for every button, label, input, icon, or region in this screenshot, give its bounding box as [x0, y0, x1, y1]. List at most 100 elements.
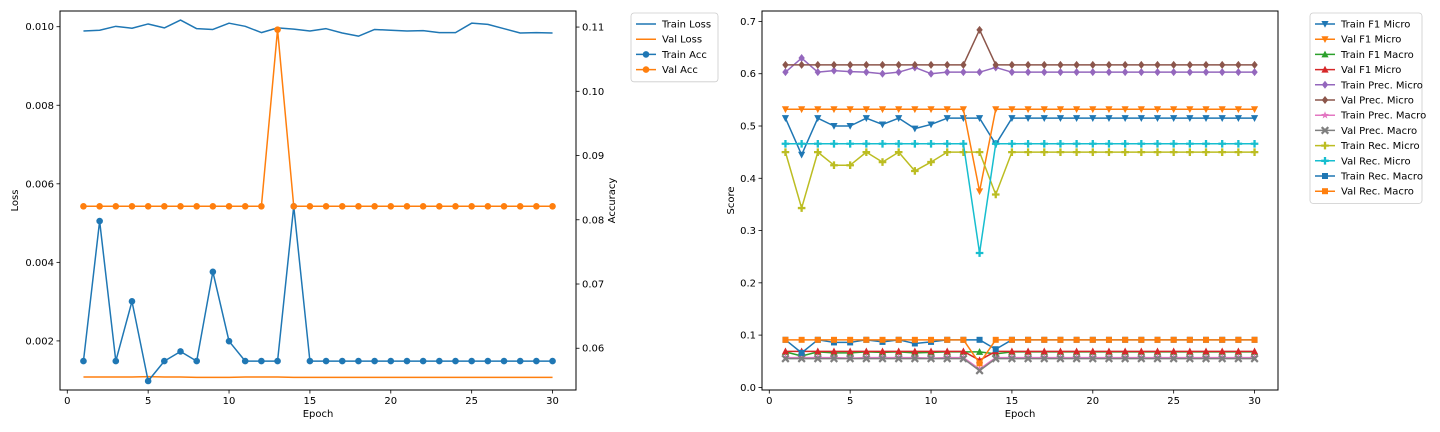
- train-prec-micro-point: [960, 68, 967, 77]
- train-f1-micro-point: [927, 121, 935, 129]
- legend-label: Val Prec. Micro: [1341, 96, 1414, 107]
- val-acc-point: [436, 202, 443, 210]
- train-acc-point: [161, 357, 168, 365]
- val-acc-point: [128, 202, 136, 210]
- val-f1-micro-point: [781, 347, 790, 355]
- val-rec-macro-point: [1251, 336, 1258, 343]
- val-f1-micro-point: [1137, 106, 1145, 114]
- train-rec-micro-point: [927, 158, 935, 166]
- val-f1-micro-point: [1170, 106, 1178, 114]
- train-f1-micro-point: [1073, 115, 1081, 122]
- train-rec-macro-point: [976, 336, 983, 343]
- legend-swatch-marker: [1322, 173, 1328, 179]
- val-prec-micro-point: [1073, 60, 1080, 69]
- x-tick-label: 15: [304, 396, 317, 407]
- train-f1-micro-point: [943, 115, 951, 122]
- val-f1-micro-point: [1250, 106, 1259, 114]
- val-f1-micro-point: [1186, 106, 1194, 114]
- val-rec-micro-point: [1008, 139, 1016, 148]
- val-rec-micro-point: [1169, 139, 1178, 148]
- y-tick-label: 0.006: [25, 179, 54, 190]
- train-rec-micro-point: [830, 161, 838, 170]
- val-f1-micro-point: [1121, 106, 1129, 114]
- y2-tick-label: 0.07: [582, 280, 604, 291]
- score-series-val-rec-macro: [782, 336, 1258, 367]
- train-prec-micro-point: [1154, 68, 1161, 77]
- train-prec-micro-point: [927, 69, 935, 78]
- score-series-val-prec-micro: [782, 25, 1258, 69]
- train-rec-macro-point: [798, 349, 805, 356]
- val-acc-point: [112, 202, 120, 210]
- val-rec-macro-point: [847, 336, 854, 343]
- val-rec-micro-point: [943, 139, 952, 148]
- loss-accuracy-x-axis-label: Epoch: [303, 409, 334, 420]
- train-prec-macro-point: [975, 365, 984, 373]
- val-f1-micro-point: [975, 188, 984, 196]
- train-rec-micro-point: [894, 148, 903, 156]
- x-tick-label: 10: [223, 396, 236, 407]
- train-prec-micro-point: [1024, 68, 1032, 77]
- val-f1-micro-point: [1234, 106, 1242, 114]
- legend-item-val-acc: Val Acc: [636, 65, 698, 76]
- val-f1-micro-point: [1073, 106, 1081, 114]
- val-prec-micro-point: [1218, 60, 1226, 69]
- val-prec-micro-point: [879, 60, 886, 69]
- train-f1-micro-point: [1089, 115, 1097, 122]
- x-tick-label: 0: [766, 396, 772, 407]
- val-rec-micro-point: [991, 139, 1000, 148]
- x-tick-label: 30: [1248, 396, 1261, 407]
- val-rec-macro-point: [976, 360, 983, 367]
- train-f1-micro-point: [1056, 115, 1065, 122]
- val-prec-macro-line: [785, 357, 1255, 372]
- val-f1-micro-point: [911, 106, 919, 114]
- val-f1-micro-point: [1040, 347, 1048, 355]
- val-prec-macro-point: [797, 354, 806, 363]
- accuracy-y-axis-label: Accuracy: [607, 178, 618, 224]
- val-rec-micro-point: [1186, 139, 1194, 148]
- x-tick-label: 10: [925, 396, 938, 407]
- legend-item-val-prec-micro: Val Prec. Micro: [1315, 96, 1414, 107]
- val-prec-micro-point: [1089, 60, 1096, 69]
- score-axes-frame: [761, 10, 1279, 391]
- train-rec-micro-point: [1234, 148, 1243, 156]
- x-tick-label: 15: [1006, 396, 1019, 407]
- x-tick-label: 25: [465, 396, 478, 407]
- val-acc-point: [533, 202, 540, 210]
- val-loss-line: [83, 375, 553, 379]
- train-rec-micro-point: [1040, 148, 1049, 156]
- train-rec-micro-point: [1169, 148, 1178, 156]
- train-acc-point: [452, 357, 459, 365]
- train-prec-micro-point: [1251, 68, 1258, 77]
- val-f1-micro-point: [1024, 347, 1032, 355]
- train-acc-point: [436, 357, 443, 365]
- y-tick-label: 0.010: [25, 22, 54, 33]
- val-acc-point: [355, 202, 362, 210]
- train-acc-point: [112, 357, 120, 365]
- val-prec-macro-point: [926, 354, 936, 363]
- train-acc-point: [371, 357, 378, 365]
- val-prec-macro-point: [943, 354, 952, 363]
- x-tick-label: 5: [145, 396, 151, 407]
- legend-label: Train Rec. Macro: [1340, 172, 1423, 183]
- y2-tick-label: 0.06: [582, 344, 604, 355]
- legend-label: Val Acc: [662, 65, 698, 76]
- train-rec-micro-point: [797, 204, 806, 212]
- train-f1-micro-point: [878, 121, 887, 129]
- legend-swatch-marker: [1321, 50, 1329, 58]
- train-rec-micro-point: [1250, 148, 1259, 156]
- val-acc-point: [177, 202, 184, 210]
- val-f1-micro-point: [1040, 106, 1048, 114]
- val-acc-point: [96, 202, 103, 210]
- train-f1-macro-point: [975, 348, 984, 355]
- val-rec-macro-point: [1235, 336, 1242, 343]
- val-f1-micro-point: [1089, 347, 1097, 355]
- y-tick-label: 0.004: [25, 258, 54, 269]
- train-rec-micro-point: [1202, 148, 1210, 156]
- val-rec-macro-point: [798, 336, 805, 343]
- legend-item-train-f1-micro: Train F1 Micro: [1315, 20, 1410, 31]
- val-f1-micro-point: [1218, 347, 1226, 355]
- train-prec-micro-point: [782, 68, 789, 77]
- val-rec-micro-point: [1234, 139, 1243, 148]
- legend-label: Val F1 Micro: [1341, 35, 1401, 46]
